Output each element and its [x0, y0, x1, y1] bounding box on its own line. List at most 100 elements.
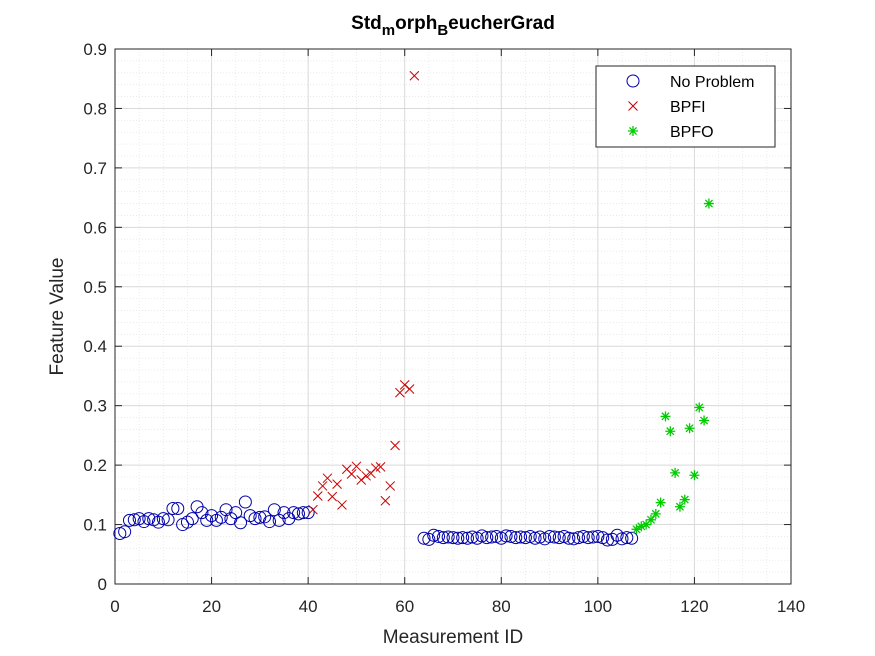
no-problem-point [591, 529, 605, 543]
bpfo-point [631, 524, 642, 535]
bpfi-point [351, 461, 362, 472]
no-problem-point [586, 530, 600, 544]
y-tick-label: 0.2 [83, 456, 107, 475]
no-problem-point [417, 531, 431, 545]
no-problem-point [543, 529, 557, 543]
no-problem-point [562, 531, 576, 545]
no-problem-point [214, 510, 228, 524]
no-problem-point [572, 531, 586, 545]
x-tick-label: 0 [110, 597, 119, 616]
no-problem-point [166, 502, 180, 516]
y-tick-label: 0.4 [83, 337, 107, 356]
no-problem-point [615, 532, 629, 546]
title-sub-1: m [382, 22, 395, 39]
no-problem-point [151, 515, 165, 529]
axis-ticks [114, 48, 792, 585]
no-problem-point [456, 531, 470, 545]
bpfo-point [636, 521, 647, 532]
y-tick-label: 0.6 [83, 218, 107, 237]
legend-marker-bpfi [628, 101, 638, 111]
no-problem-point [480, 531, 494, 545]
legend-box [595, 65, 776, 148]
title-sub-2: B [437, 22, 448, 39]
bpfo-point [674, 501, 685, 512]
x-tick-label: 40 [299, 597, 318, 616]
x-tick-label: 140 [777, 597, 805, 616]
no-problem-point [509, 531, 523, 545]
no-problem-point [499, 529, 513, 543]
no-problem-point [161, 513, 175, 527]
no-problem-point [528, 531, 542, 545]
x-tick-label: 20 [202, 597, 221, 616]
title-base: Std [351, 13, 382, 34]
no-problem-point [514, 530, 528, 544]
no-problem-point [258, 510, 272, 524]
no-problem-point [485, 530, 499, 544]
no-problem-point [171, 502, 185, 516]
x-tick-label: 60 [395, 597, 414, 616]
legend: No Problem BPFI BPFO [595, 65, 776, 148]
x-tick-label: 100 [584, 597, 612, 616]
x-tick-label: 80 [492, 597, 511, 616]
bpfi-point [385, 481, 396, 491]
data-marks [113, 70, 714, 547]
bpfo-point [689, 470, 700, 481]
bpfo-point [645, 514, 656, 525]
no-problem-point [441, 530, 455, 544]
legend-label-no-problem: No Problem [670, 74, 754, 91]
no-problem-point [180, 515, 194, 529]
no-problem-point [195, 506, 209, 520]
bpfi-point [390, 440, 400, 451]
no-problem-point [518, 531, 532, 545]
no-problem-point [185, 512, 199, 526]
no-problem-point [610, 528, 624, 542]
no-problem-point [272, 513, 286, 527]
bpfi-point [327, 491, 338, 502]
no-problem-point [576, 529, 590, 543]
x-tick-labels: 0 20 40 60 80 100 120 140 [110, 597, 805, 616]
no-problem-point [451, 531, 465, 545]
bpfo-point [703, 198, 714, 209]
legend-label-bpfo: BPFO [670, 124, 714, 141]
no-problem-point [238, 495, 252, 509]
y-axis-label: Feature Value [47, 258, 68, 376]
bpfo-point [684, 423, 695, 434]
bpfi-point [375, 462, 386, 472]
bpfo-point [694, 402, 705, 413]
no-problem-point [127, 513, 141, 527]
title-tail: eucherGrad [448, 13, 555, 34]
bpfi-point [409, 70, 420, 81]
bpfi-point [380, 495, 391, 506]
no-problem-point [205, 509, 219, 523]
no-problem-point [504, 529, 518, 543]
no-problem-point [200, 513, 214, 527]
chart-title: StdmorphBeucherGrad [351, 13, 555, 39]
no-problem-point [605, 532, 619, 546]
no-problem-point [620, 531, 634, 545]
x-tick-label: 120 [680, 597, 708, 616]
bpfi-point [312, 491, 323, 501]
legend-marker-no-problem [626, 74, 640, 88]
bpfo-point [699, 415, 710, 426]
no-problem-point [422, 532, 436, 546]
y-tick-label: 0.8 [83, 99, 107, 118]
no-problem-point [567, 532, 581, 546]
bpfo-point [660, 411, 671, 422]
no-problem-point [547, 530, 561, 544]
bpfi-point [308, 504, 318, 515]
no-problem-point [465, 530, 479, 544]
y-tick-label: 0 [98, 575, 107, 594]
no-problem-point [267, 503, 281, 517]
title-mid: orph [395, 13, 437, 34]
no-problem-point [287, 506, 301, 520]
no-problem-point [432, 529, 446, 543]
x-axis-label: Measurement ID [383, 627, 523, 648]
bpfo-point [641, 519, 652, 530]
no-problem-point [460, 531, 474, 545]
bpfi-point [346, 469, 357, 479]
no-problem-point [234, 516, 248, 530]
bpfi-point [395, 387, 405, 398]
minor-grid [115, 49, 791, 584]
